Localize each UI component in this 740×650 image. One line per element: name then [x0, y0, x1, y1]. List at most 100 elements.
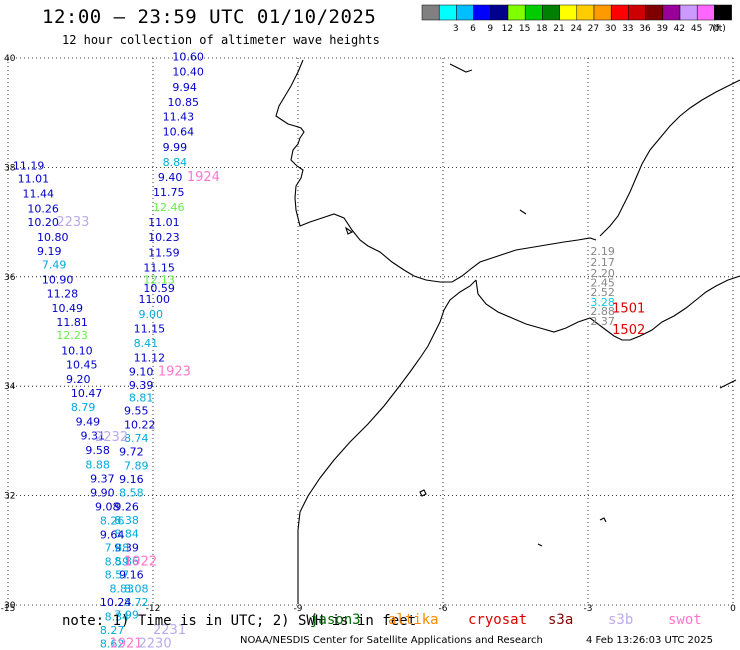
- wave-height-label: 9.40: [158, 171, 183, 184]
- wave-height-label: 8.58: [119, 487, 143, 500]
- wave-height-label: 11.00: [139, 293, 171, 306]
- note-text: note: 1) Time is in UTC; 2) SWH is in fe…: [62, 613, 417, 629]
- wave-height-label: 10.85: [168, 96, 200, 109]
- wave-height-label: 9.94: [172, 81, 197, 94]
- satellite-legend-item: cryosat: [468, 612, 528, 628]
- wave-height-label: 8.62: [100, 638, 125, 650]
- lat-tick-label: 38: [4, 163, 16, 173]
- wave-height-label: 8.72: [124, 596, 149, 609]
- lon-tick-label: -6: [439, 604, 448, 614]
- legend-label: 70: [708, 24, 720, 34]
- wave-height-label: 9.49: [76, 416, 101, 429]
- satellite-legend-item: altika: [388, 612, 439, 628]
- wave-height-label: 10.80: [37, 231, 69, 244]
- wave-height-label: 9.00: [139, 308, 164, 321]
- wave-height-label: 7.88: [105, 541, 129, 554]
- wave-height-label: 11.19: [13, 160, 45, 173]
- wave-height-label: 10.64: [163, 126, 195, 139]
- satellite-legend-item: s3a: [548, 612, 574, 628]
- wave-height-label: 2.20: [590, 267, 615, 280]
- legend-label: 39: [656, 24, 668, 34]
- wave-height-label: 3.28: [590, 296, 615, 309]
- lon-tick-label: -3: [584, 604, 593, 614]
- satellite-legend-item: jason3: [310, 612, 361, 628]
- wave-height-label: 10.49: [52, 302, 84, 315]
- wave-height-label: 8.38: [114, 514, 139, 527]
- wave-height-label: 11.15: [143, 261, 175, 274]
- coastline-island: [344, 226, 354, 235]
- wave-height-label: 10.20: [27, 216, 59, 229]
- pass-id-label: 2233: [56, 215, 89, 230]
- lon-tick-label: -15: [1, 604, 16, 614]
- pass-id-label: 1501: [612, 301, 645, 316]
- wave-height-label: 9.16: [119, 569, 143, 582]
- wave-height-label: 2.88: [590, 305, 615, 318]
- wave-height-label: 10.45: [66, 359, 98, 372]
- wave-height-label: 9.19: [37, 245, 62, 258]
- coastline-island: [419, 489, 427, 497]
- lon-tick-label: -9: [294, 604, 303, 614]
- satellite-legend-item: swot: [668, 612, 702, 628]
- legend-label: 42: [674, 24, 685, 34]
- wave-height-label: 10.24: [100, 596, 132, 609]
- footer-credit: NOAA/NESDIS Center for Satellite Applica…: [240, 635, 543, 646]
- wave-height-label: 2.37: [590, 315, 615, 328]
- wave-height-label: 8.88: [85, 458, 110, 471]
- wave-height-label: 2.17: [590, 256, 615, 269]
- wave-height-label: 11.43: [163, 110, 195, 123]
- coastline-island: [599, 517, 607, 523]
- wave-height-label: 11.28: [47, 288, 79, 301]
- wave-height-label: 8.86: [114, 555, 139, 568]
- lat-lon-grid: [7, 57, 734, 606]
- wave-height-label: 9.26: [114, 500, 139, 513]
- legend-label: 6: [470, 24, 476, 34]
- legend-label: 27: [588, 24, 599, 34]
- wave-height-label: 10.59: [143, 282, 175, 295]
- wave-height-label: 2.52: [590, 286, 615, 299]
- legend-label: 24: [570, 24, 582, 34]
- lat-tick-label: 34: [4, 382, 16, 392]
- legend-label: 9: [487, 24, 493, 34]
- wave-height-label: 12.46: [153, 201, 185, 214]
- wave-height-label: 7.89: [124, 459, 149, 472]
- wave-height-label: 10.10: [61, 344, 93, 357]
- wave-height-label: 10.90: [42, 273, 73, 286]
- wave-height-label: 11.59: [148, 247, 180, 260]
- wave-height-label: 11.44: [23, 187, 55, 200]
- color-legend: 3 6 9 12 15 18 21 24 27 30 33 36 39 42 45 70(ft): [421, 4, 732, 34]
- wave-height-label: 9.37: [90, 472, 115, 485]
- coastline-africa-west: [297, 279, 477, 604]
- legend-swatch: [714, 4, 732, 21]
- wave-height-label: 11.81: [56, 316, 87, 329]
- wave-height-label: 11.15: [134, 323, 166, 336]
- wave-height-label: 7.99: [114, 609, 139, 622]
- wave-height-label: 11.01: [148, 216, 180, 229]
- wave-height-label: 8.34: [105, 610, 129, 623]
- coastline-iberia-west: [275, 59, 597, 283]
- wave-height-label: 9.08: [95, 500, 120, 513]
- wave-height-label: 10.22: [124, 418, 156, 431]
- legend-label: 30: [605, 24, 617, 34]
- legend-label: 18: [536, 24, 548, 34]
- axis-ticks: -15 -12 -9 -6 -3 0 40 38 36 34 32 30: [1, 54, 736, 614]
- legend-label: 36: [639, 24, 651, 34]
- pass-id-label: 2232: [95, 430, 128, 445]
- pass-id-label: 1502: [612, 323, 645, 338]
- wave-height-label: 8.59: [105, 556, 129, 569]
- wave-height-label: 9.99: [163, 141, 188, 154]
- wave-height-label: 2.19: [590, 245, 615, 258]
- wave-height-label: 9.10: [129, 365, 154, 378]
- wave-height-label: 10.26: [27, 202, 59, 215]
- wave-height-label: 8.84: [163, 156, 188, 169]
- wave-height-label: 9.90: [90, 487, 115, 500]
- pass-id-label: 2231: [153, 623, 186, 638]
- lon-tick-label: 0: [730, 604, 736, 614]
- wave-height-label: 10.40: [172, 66, 204, 79]
- coastline: [275, 59, 740, 604]
- page-title: 12:00 – 23:59 UTC 01/10/2025: [42, 6, 377, 28]
- pass-id-label: 2230: [139, 637, 172, 650]
- wave-height-label: 10.23: [148, 231, 180, 244]
